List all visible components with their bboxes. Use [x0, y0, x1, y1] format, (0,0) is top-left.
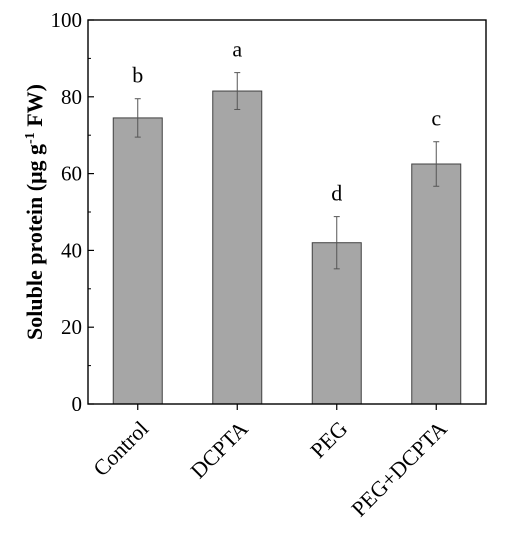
y-tick-label: 80: [61, 85, 82, 109]
y-tick-label: 20: [61, 315, 82, 339]
y-tick-label: 0: [72, 392, 83, 416]
significance-label: d: [331, 181, 342, 206]
y-axis-title: Soluble protein (μg g-1 FW): [22, 84, 47, 340]
y-axis-title-main: Soluble protein (μg g: [22, 144, 47, 340]
x-tick-label: Control: [88, 416, 153, 481]
bar-peg-dcpta: [411, 163, 462, 405]
x-tick-label: PEG: [305, 416, 352, 463]
bar-dcpta: [212, 90, 263, 405]
y-tick-label: 40: [61, 238, 82, 262]
y-tick-label: 100: [51, 8, 83, 32]
y-axis-title-rest: FW): [22, 84, 47, 132]
significance-label: c: [431, 106, 441, 131]
x-tick-label: PEG+DCPTA: [346, 416, 452, 522]
y-axis-title-superscript: -1: [23, 132, 38, 144]
y-tick-label: 60: [61, 162, 82, 186]
x-tick-label: DCPTA: [185, 416, 253, 484]
plot-area: b a d c: [112, 37, 462, 405]
significance-label: b: [132, 63, 143, 88]
significance-label: a: [232, 37, 242, 62]
bar-control: [112, 117, 163, 405]
